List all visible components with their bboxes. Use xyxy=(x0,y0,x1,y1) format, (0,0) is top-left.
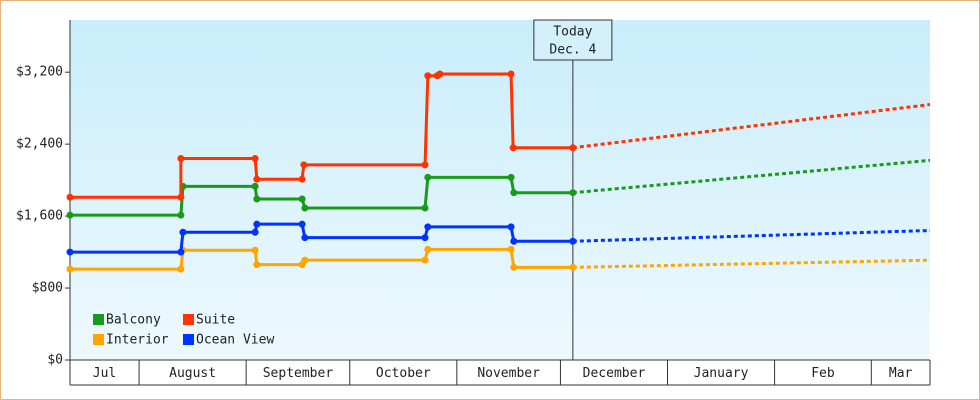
point xyxy=(507,173,515,181)
forecast-segment xyxy=(572,103,931,150)
point xyxy=(177,248,185,256)
line-segment xyxy=(423,177,430,209)
line-segment xyxy=(423,75,430,165)
point xyxy=(509,144,517,152)
x-tick-label: August xyxy=(169,366,216,381)
point xyxy=(507,223,515,231)
point xyxy=(66,265,74,273)
point xyxy=(253,175,261,183)
point xyxy=(510,237,518,245)
point xyxy=(436,70,444,78)
point xyxy=(301,204,309,212)
point xyxy=(177,211,185,219)
legend-swatch xyxy=(183,334,194,345)
point xyxy=(424,72,432,80)
today-label: Dec. 4 xyxy=(549,43,596,58)
point xyxy=(66,193,74,201)
point xyxy=(300,161,308,169)
point xyxy=(569,237,577,245)
forecast-segment xyxy=(572,258,931,269)
forecast-segment xyxy=(572,228,931,243)
forecast-segment xyxy=(572,158,931,195)
y-tick-label: $800 xyxy=(32,281,63,296)
point xyxy=(421,204,429,212)
y-tick-label: $1,600 xyxy=(16,209,63,224)
point xyxy=(421,234,429,242)
point xyxy=(66,248,74,256)
point xyxy=(507,70,515,78)
point xyxy=(251,228,259,236)
point xyxy=(507,245,515,253)
point xyxy=(301,256,309,264)
legend-label: Interior xyxy=(106,333,169,348)
point xyxy=(177,193,185,201)
point xyxy=(253,195,261,203)
point xyxy=(510,189,518,197)
point xyxy=(298,220,306,228)
point xyxy=(569,263,577,271)
today-box xyxy=(533,19,613,61)
y-tick-label: $2,400 xyxy=(16,137,63,152)
point xyxy=(421,256,429,264)
legend-label: Ocean View xyxy=(196,333,274,348)
point xyxy=(569,144,577,152)
y-tick-label: $3,200 xyxy=(16,65,63,80)
line-segment xyxy=(509,73,515,148)
point xyxy=(301,234,309,242)
point xyxy=(251,246,259,254)
x-tick-label: January xyxy=(694,366,749,381)
point xyxy=(510,263,518,271)
point xyxy=(253,220,261,228)
point xyxy=(251,155,259,163)
legend-swatch xyxy=(183,314,194,325)
line-segment xyxy=(179,186,185,216)
point xyxy=(298,175,306,183)
legend-label: Suite xyxy=(196,313,235,328)
legend-label: Balcony xyxy=(106,313,161,328)
point xyxy=(179,228,187,236)
point xyxy=(424,223,432,231)
point xyxy=(424,173,432,181)
x-tick-label: November xyxy=(477,366,540,381)
x-tick-label: Feb xyxy=(811,366,835,381)
point xyxy=(251,182,259,190)
legend-swatch xyxy=(93,334,104,345)
point xyxy=(177,155,185,163)
point xyxy=(177,265,185,273)
point xyxy=(421,161,429,169)
legend-swatch xyxy=(93,314,104,325)
point xyxy=(253,261,261,269)
x-tick-label: December xyxy=(583,366,646,381)
point xyxy=(298,195,306,203)
x-tick-label: October xyxy=(376,366,431,381)
point xyxy=(66,211,74,219)
x-tick-label: Mar xyxy=(889,366,913,381)
x-tick-label: September xyxy=(263,366,334,381)
y-tick-label: $0 xyxy=(47,353,63,368)
point xyxy=(424,245,432,253)
plot-area xyxy=(70,20,930,360)
point xyxy=(569,189,577,197)
today-label: Today xyxy=(553,25,592,40)
x-tick-label: Jul xyxy=(93,366,116,381)
